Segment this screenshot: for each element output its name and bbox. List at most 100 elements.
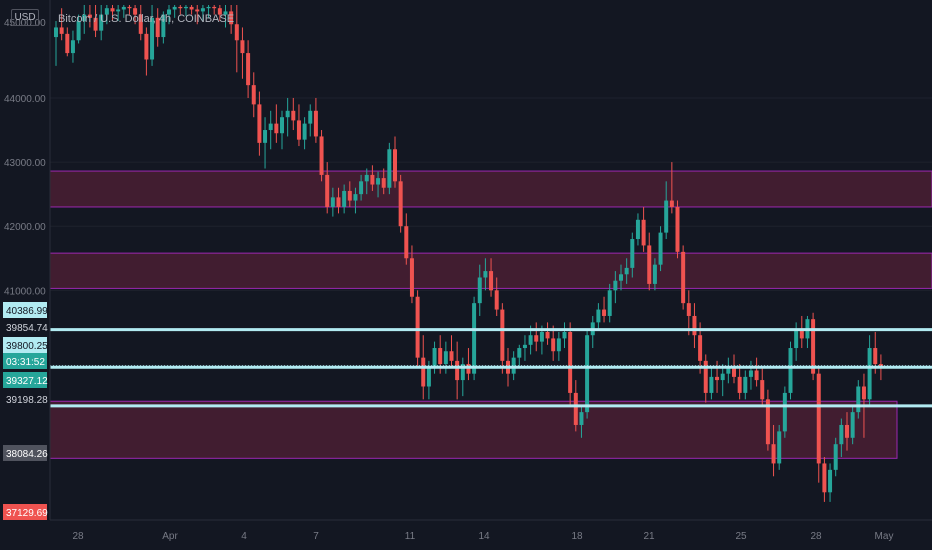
candle-body	[336, 197, 341, 207]
candle-body	[330, 197, 335, 207]
candle-body	[393, 149, 397, 182]
y-tick-label: 43000.00	[4, 158, 46, 169]
candle-body	[669, 200, 674, 207]
candle-body	[607, 290, 612, 316]
candle-body	[760, 380, 765, 400]
candle-body	[217, 8, 222, 15]
zone-box	[49, 170, 932, 208]
x-tick-label: 14	[478, 531, 490, 542]
candle-body	[585, 335, 590, 413]
candle-body	[426, 367, 431, 387]
candle-body	[183, 6, 188, 9]
candle-body	[658, 232, 663, 265]
candle-body	[771, 444, 776, 464]
price-label: 39198.28	[6, 395, 48, 406]
candle-body	[285, 110, 290, 118]
candle-body	[556, 338, 561, 352]
y-tick-label: 44000.00	[4, 94, 46, 105]
y-tick-label: 41000.00	[4, 286, 46, 297]
candle-body	[856, 386, 861, 413]
candle-body	[398, 181, 403, 227]
candle-body	[70, 40, 75, 54]
candle-body	[438, 348, 443, 365]
candle-body	[675, 206, 680, 252]
candle-body	[195, 9, 200, 12]
candle-body	[647, 245, 652, 284]
candle-body	[443, 351, 448, 365]
candle-body	[489, 271, 494, 291]
y-tick-label: 45000.00	[4, 18, 46, 29]
candle-body	[748, 370, 753, 377]
candle-body	[743, 376, 748, 393]
candle-body	[229, 11, 234, 25]
candle-body	[296, 120, 301, 140]
candle-body	[681, 251, 686, 304]
price-label-box	[3, 353, 47, 369]
price-label: 39854.74	[6, 323, 48, 334]
candle-body	[370, 174, 375, 185]
candle-body	[150, 17, 155, 60]
price-label-box	[3, 372, 47, 388]
candle-body	[692, 315, 697, 336]
price-label: 37129.69	[6, 508, 48, 519]
candle-body	[839, 424, 844, 445]
candle-body	[709, 376, 714, 393]
candle-body	[624, 267, 629, 275]
time-axis	[50, 520, 932, 550]
candle-body	[387, 149, 392, 188]
currency-badge[interactable]: USD	[11, 9, 39, 26]
candle-body	[686, 303, 691, 316]
candle-body	[144, 33, 149, 60]
candle-body	[99, 14, 104, 31]
candle-body	[483, 271, 488, 278]
candle-body	[794, 328, 799, 349]
candle-body	[545, 332, 550, 339]
candle-body	[121, 6, 126, 10]
x-tick-label: 28	[72, 531, 84, 542]
x-tick-label: 25	[735, 531, 747, 542]
candle-body	[878, 364, 883, 368]
candle-body	[641, 219, 646, 246]
price-label: 38084.26	[6, 449, 48, 460]
price-label-box	[3, 504, 47, 520]
candle-body	[568, 332, 573, 393]
candle-body	[539, 332, 544, 342]
zone-box	[49, 400, 898, 459]
candle-body	[613, 280, 618, 291]
candle-body	[93, 17, 98, 31]
x-tick-label: 28	[810, 531, 822, 542]
x-tick-label: May	[875, 531, 894, 542]
candle-body	[635, 219, 640, 240]
candle-body	[833, 444, 838, 470]
x-tick-label: 4	[241, 531, 247, 542]
candle-body	[240, 40, 245, 54]
candle-body	[359, 181, 364, 195]
candle-body	[342, 190, 347, 207]
candle-body	[449, 351, 454, 361]
candle-body	[364, 174, 369, 182]
candle-body	[302, 123, 307, 140]
candle-body	[223, 11, 228, 15]
candle-body	[777, 431, 782, 464]
candle-body	[274, 123, 279, 134]
candle-body	[551, 338, 556, 352]
candle-body	[172, 6, 177, 10]
candle-body	[715, 376, 720, 381]
candle-body	[466, 364, 471, 374]
candle-body	[811, 319, 816, 374]
price-label: 39800.25	[6, 341, 48, 352]
candle-body	[421, 357, 426, 387]
candle-body	[313, 110, 318, 137]
price-label-box	[3, 319, 47, 335]
candle-body	[788, 348, 793, 393]
price-label: 03:31:52	[6, 357, 45, 368]
candle-body	[534, 335, 539, 342]
candle-body	[206, 6, 211, 9]
candle-body	[602, 309, 607, 316]
candle-body	[460, 364, 465, 381]
candle-body	[562, 332, 567, 339]
candle-body	[415, 296, 420, 358]
candle-body	[161, 14, 166, 38]
